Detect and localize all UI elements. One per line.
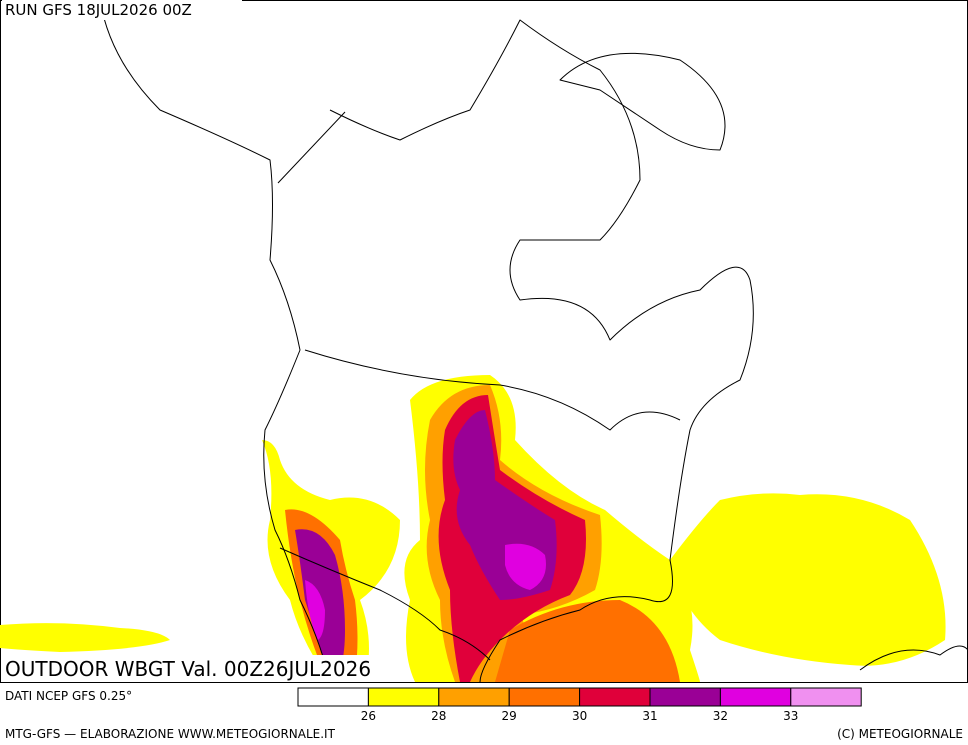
footer-left: MTG-GFS — ELABORAZIONE WWW.METEOGIORNALE… bbox=[5, 727, 336, 741]
legend-swatch bbox=[790, 687, 862, 707]
map: OUTDOOR WBGT Val. 00Z26JUL2026 RUN GFS 1… bbox=[0, 0, 968, 683]
legend-label: 26 bbox=[361, 709, 376, 723]
map-title: OUTDOOR WBGT Val. 00Z26JUL2026 bbox=[5, 657, 371, 681]
legend-swatch bbox=[649, 687, 721, 707]
legend-label: 29 bbox=[502, 709, 517, 723]
heat-field bbox=[0, 375, 946, 682]
legend-swatch bbox=[508, 687, 581, 707]
header-box bbox=[2, 0, 242, 20]
legend-swatch bbox=[579, 687, 651, 707]
legend-label: 33 bbox=[783, 709, 798, 723]
run-label: RUN GFS 18JUL2026 00Z bbox=[5, 1, 192, 19]
legend-label: 32 bbox=[713, 709, 728, 723]
coastline bbox=[99, 0, 968, 683]
legend: 26 28 29 30 31 32 33 bbox=[297, 687, 862, 723]
legend-swatch bbox=[438, 687, 510, 707]
footer-right: (C) METEOGIORNALE bbox=[837, 727, 963, 741]
source-label: DATI NCEP GFS 0.25° bbox=[5, 689, 132, 703]
legend-swatch bbox=[367, 687, 440, 707]
title-box bbox=[2, 655, 384, 682]
legend-swatch bbox=[719, 687, 792, 707]
legend-label: 30 bbox=[572, 709, 587, 723]
legend-swatch bbox=[297, 687, 369, 707]
legend-label: 28 bbox=[431, 709, 446, 723]
legend-label: 31 bbox=[642, 709, 657, 723]
